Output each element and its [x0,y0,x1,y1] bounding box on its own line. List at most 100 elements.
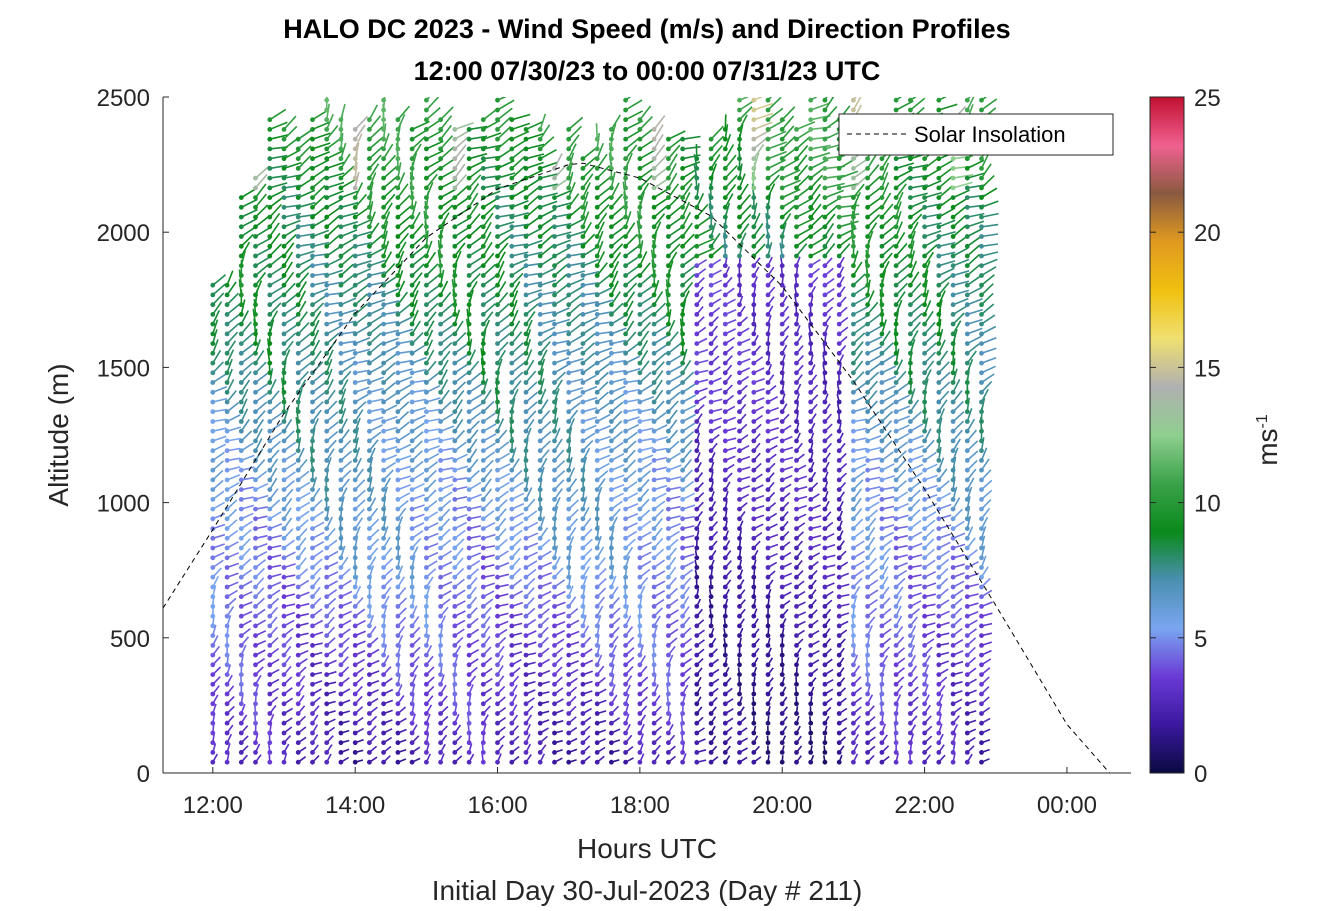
wind-barb-dot [495,399,500,405]
wind-barb-dot [666,487,671,492]
wind-barb-dot [324,506,330,512]
wind-barb-dot [338,535,344,541]
wind-barb [511,176,527,189]
wind-barb [554,255,569,267]
wind-barb [368,126,384,140]
wind-barb-dot [751,652,757,658]
wind-barb-dot [722,302,728,308]
wind-barb-dot [737,117,742,123]
wind-barb-dot [238,604,244,609]
wind-barb-dot [324,166,330,171]
wind-barb-dot [395,380,401,385]
wind-barb [525,227,542,238]
wind-barb-dot [295,759,301,765]
wind-barb [269,401,282,413]
wind-barb-dot [666,175,671,181]
wind-barb-dot [424,574,429,580]
wind-barb [639,321,651,335]
wind-barb-dot [523,662,529,668]
wind-barb-dot [267,360,273,366]
wind-barb-dot [424,214,429,220]
wind-barb-dot [566,399,572,405]
wind-barb [212,274,227,286]
wind-barb-dot [509,214,515,220]
wind-barb-dot [566,126,572,132]
wind-barb-dot [295,448,301,454]
wind-barb [554,231,572,238]
wind-barb-dot [466,691,472,697]
wind-barb-dot [338,691,344,697]
wind-barb-dot [680,195,685,201]
wind-barb-dot [367,214,372,220]
wind-barb [525,296,541,306]
wind-barb-dot [224,711,230,716]
wind-barb-dot [238,730,244,736]
wind-barb-dot [409,633,415,638]
wind-barb-dot [452,711,458,716]
wind-barb-dot [623,234,628,239]
wind-barb-dot [509,321,515,327]
wind-barb [397,113,406,130]
wind-barb-dot [281,302,287,308]
wind-barb-dot [466,594,472,600]
wind-barb-dot [281,681,287,687]
wind-barb-dot [580,555,586,561]
wind-barb [283,174,302,179]
wind-barb-dot [722,156,728,162]
wind-barb-dot [381,350,386,356]
wind-barb-dot [224,662,230,668]
wind-barb-dot [480,204,486,210]
wind-barb-dot [480,535,486,541]
wind-barb [554,356,570,364]
wind-barb [667,391,681,403]
wind-barb-dot [680,613,685,619]
wind-barb-dot [238,574,244,580]
wind-barb [240,332,254,345]
wind-barb [568,134,580,150]
wind-barb [511,309,519,325]
wind-barb-dot [580,282,586,288]
wind-barb-dot [722,380,728,385]
wind-barb-dot [537,730,543,736]
wind-barb-dot [352,360,358,366]
wind-barb [411,201,417,218]
wind-barb-dot [210,458,216,463]
wind-barb [269,203,282,218]
wind-barb-dot [580,750,586,755]
wind-barb [312,142,331,150]
wind-barb-dot [238,273,244,278]
wind-barb [297,201,316,209]
wind-barb-dot [367,263,372,269]
wind-barb-dot [352,389,358,395]
wind-barb-dot [737,487,742,492]
wind-barb-dot [594,652,600,658]
wind-barb [283,349,291,364]
wind-barb [383,329,400,335]
wind-barb-dot [295,467,301,473]
wind-barb [496,251,506,267]
wind-barb-dot [480,370,486,376]
wind-barb-dot [224,545,230,551]
wind-barb-dot [737,477,742,483]
wind-barb [667,153,678,169]
wind-barb-dot [637,711,643,716]
wind-barb [511,199,529,209]
wind-barb-dot [566,526,572,531]
wind-barb-dot [409,399,415,405]
wind-barb-dot [381,243,386,249]
wind-barb-dot [694,360,700,366]
wind-barb [468,159,487,170]
wind-barb-dot [609,652,614,658]
wind-barb-dot [338,243,344,249]
wind-barb-dot [737,195,742,201]
wind-barb-dot [694,312,700,317]
wind-barb-dot [552,204,557,210]
wind-barb [397,250,405,266]
wind-barb-dot [580,156,586,162]
wind-barb [340,340,357,345]
wind-barb [340,348,357,355]
wind-barb-dot [495,350,500,356]
wind-barb-dot [210,681,216,687]
wind-barb-dot [367,516,372,522]
wind-barb-dot [552,711,557,716]
